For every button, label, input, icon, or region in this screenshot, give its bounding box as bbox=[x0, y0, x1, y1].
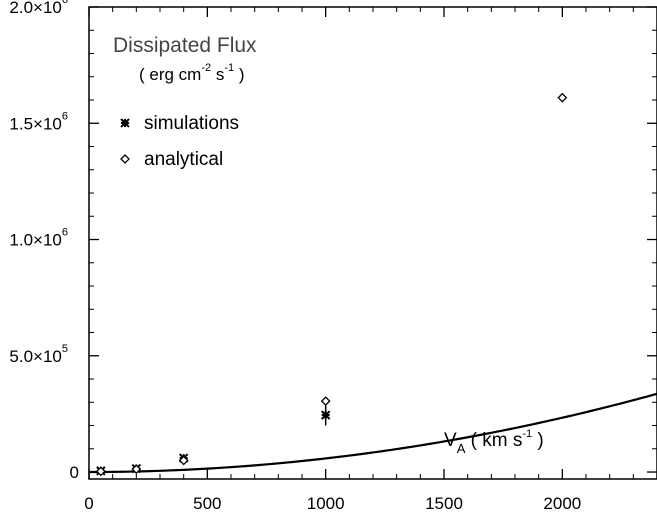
x-tick-label-3: 1500 bbox=[425, 494, 463, 513]
y-axis: 0 5.0×105 1.0×106 1.5×106 2.0×106 bbox=[9, 0, 657, 482]
y-tick-label-2: 1.0×106 bbox=[9, 227, 68, 250]
x-axis-label: VA ( km s-1 ) bbox=[444, 428, 544, 456]
analytical-point-4 bbox=[557, 92, 568, 103]
chart-subtitle: ( erg cm-2 s-1 ) bbox=[139, 62, 245, 84]
analytical-point-1 bbox=[131, 464, 142, 475]
y-tick-label-3: 1.5×106 bbox=[9, 110, 68, 133]
analytical-point-3 bbox=[320, 396, 331, 407]
x-tick-label-0: 0 bbox=[84, 494, 93, 513]
x-tick-label-2: 1000 bbox=[307, 494, 345, 513]
simulations-point-3 bbox=[320, 410, 331, 420]
legend-marker-simulations bbox=[120, 118, 130, 128]
y-tick-label-1: 5.0×105 bbox=[9, 343, 68, 366]
analytical-point-2 bbox=[178, 455, 189, 466]
model-curve bbox=[89, 392, 657, 474]
x-tick-label-4: 2000 bbox=[543, 494, 581, 513]
plot-area bbox=[89, 92, 657, 477]
chart-title: Dissipated Flux bbox=[113, 34, 257, 57]
legend-diamond-icon bbox=[120, 154, 130, 164]
legend-asterisk-icon bbox=[120, 118, 130, 128]
analytical-point-0 bbox=[95, 466, 106, 477]
legend-label-simulations: simulations bbox=[144, 113, 239, 134]
legend-label-analytical: analytical bbox=[144, 149, 223, 170]
x-axis: 0 500 1000 1500 2000 bbox=[84, 7, 634, 513]
y-tick-label-4: 2.0×106 bbox=[9, 0, 68, 17]
legend-marker-analytical bbox=[120, 154, 130, 164]
y-tick-label-0: 0 bbox=[70, 463, 79, 482]
legend: simulations analytical bbox=[120, 113, 239, 170]
x-tick-label-1: 500 bbox=[193, 494, 221, 513]
